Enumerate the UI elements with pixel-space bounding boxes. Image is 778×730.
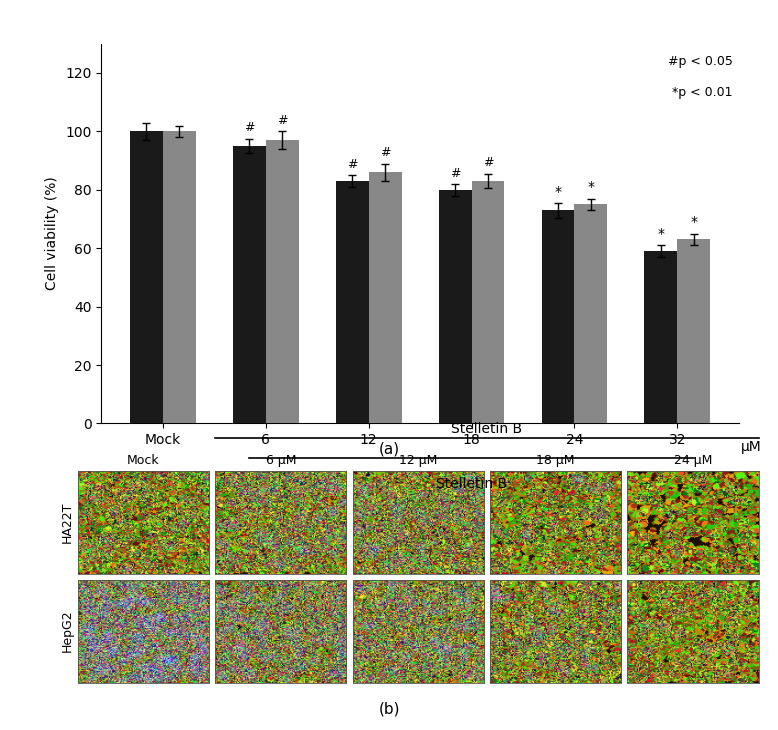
Bar [266, 140, 299, 423]
Text: 6 μM: 6 μM [265, 454, 296, 467]
Text: #: # [450, 166, 461, 180]
Bar [163, 131, 196, 423]
Text: *: * [657, 227, 664, 241]
Bar [439, 190, 471, 423]
Text: (a): (a) [378, 442, 400, 457]
Bar [369, 172, 401, 423]
Bar [541, 210, 574, 423]
Bar [678, 239, 710, 423]
Text: #: # [277, 114, 288, 127]
Text: (b): (b) [378, 702, 400, 717]
Text: 18 μM: 18 μM [536, 454, 575, 467]
Bar [233, 146, 266, 423]
Text: HepG2: HepG2 [61, 610, 74, 653]
Text: #: # [380, 146, 391, 159]
Bar [574, 204, 608, 423]
Text: *p < 0.01: *p < 0.01 [672, 85, 733, 99]
Text: Stelletin B: Stelletin B [436, 477, 507, 491]
Bar [336, 181, 369, 423]
Text: μM: μM [741, 439, 762, 454]
Text: *: * [555, 185, 562, 199]
Bar [130, 131, 163, 423]
Text: 12 μM: 12 μM [399, 454, 437, 467]
Text: Stelletin B: Stelletin B [451, 422, 523, 436]
Text: *: * [587, 180, 594, 194]
Text: #p < 0.05: #p < 0.05 [668, 55, 733, 68]
Legend: HA22T, HepG2: HA22T, HepG2 [96, 514, 179, 550]
Text: #: # [347, 158, 357, 171]
Text: HA22T: HA22T [61, 502, 74, 543]
Y-axis label: Cell viability (%): Cell viability (%) [45, 177, 59, 291]
Bar [471, 181, 504, 423]
Text: #: # [483, 156, 493, 169]
Text: 24 μM: 24 μM [674, 454, 712, 467]
Text: #: # [244, 121, 254, 134]
Bar [644, 251, 678, 423]
Text: Mock: Mock [127, 454, 159, 467]
Text: *: * [690, 215, 697, 229]
